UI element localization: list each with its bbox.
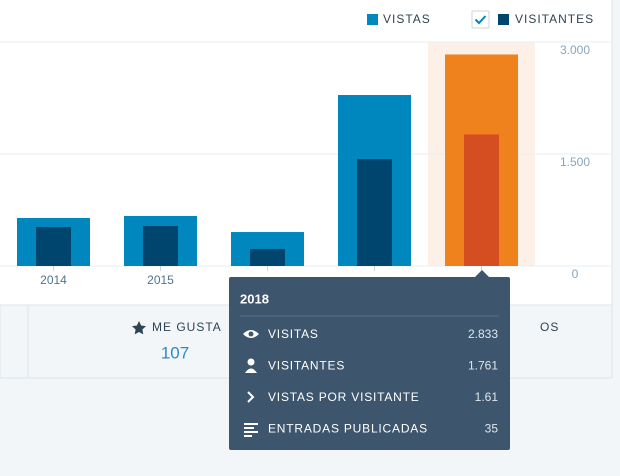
plot: 0 1.500 3.000 2014 2015 [0, 41, 612, 287]
chevron-icon [247, 391, 255, 403]
posts-icon [244, 423, 258, 437]
x-tick-label: 2015 [147, 273, 174, 287]
person-icon [247, 358, 255, 366]
legend-swatch [498, 14, 509, 25]
legend-swatch [367, 14, 378, 25]
tooltip-label: VISTAS POR VISITANTE [268, 390, 420, 404]
tooltip-arrow [475, 270, 489, 277]
stat-label: OS [540, 320, 559, 334]
stat-value[interactable]: 107 [161, 343, 189, 362]
legend-label: VISITANTES [515, 12, 594, 26]
y-tick-label: 0 [572, 267, 579, 281]
tooltip-value: 2.833 [468, 327, 498, 341]
y-tick-label: 1.500 [560, 155, 590, 169]
star-icon [131, 321, 146, 335]
tooltip: 2018 VISITAS 2.833 VISITANTES 1.761 VISTAS P… [229, 270, 510, 450]
bar [36, 227, 71, 266]
person-body [245, 368, 257, 373]
legend-label: VISTAS [383, 12, 431, 26]
bar [464, 134, 499, 266]
tooltip-value: 1.61 [475, 390, 499, 404]
check-icon [474, 15, 487, 25]
y-tick-label: 3.000 [560, 43, 590, 57]
tooltip-box [229, 277, 510, 450]
bar [250, 248, 285, 266]
tooltip-label: VISITAS [268, 327, 319, 341]
tooltip-title: 2018 [240, 291, 269, 306]
tooltip-label: VISITANTES [268, 359, 345, 373]
x-tick-label: 2014 [40, 273, 67, 287]
bar [357, 159, 392, 266]
tooltip-value: 35 [485, 422, 499, 436]
tooltip-rows: VISITAS 2.833 VISITANTES 1.761 VISTAS POR VI… [268, 327, 498, 436]
tooltip-value: 1.761 [468, 359, 498, 373]
eye-pupil [248, 331, 254, 337]
bar [143, 225, 178, 266]
stat-label: ME GUSTA [152, 320, 222, 334]
tooltip-label: ENTRADAS PUBLICADAS [268, 422, 428, 436]
legend-checkbox[interactable] [471, 10, 490, 29]
